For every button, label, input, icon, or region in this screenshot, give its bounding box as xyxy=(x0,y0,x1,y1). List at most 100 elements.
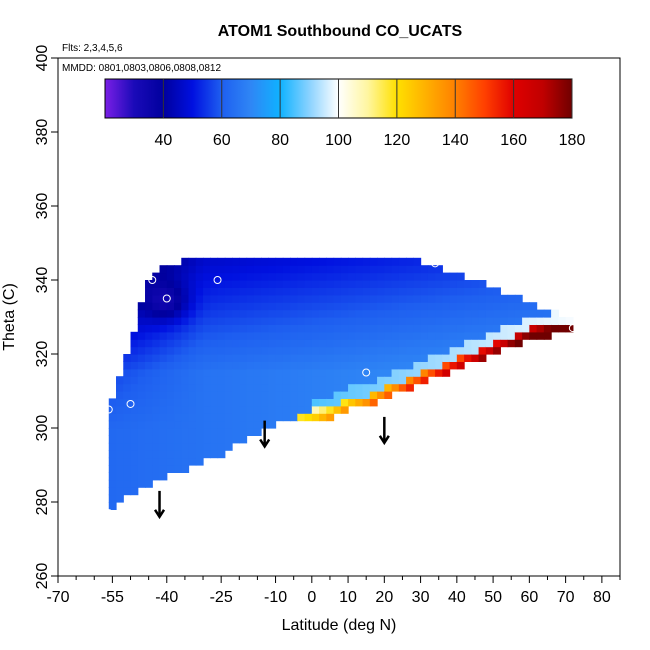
colorbar-tick-label: 80 xyxy=(271,132,289,149)
heatmap-cell xyxy=(355,354,364,362)
heatmap-cell xyxy=(166,457,175,466)
heatmap-cell xyxy=(145,479,153,488)
heatmap-cell xyxy=(456,287,465,296)
heatmap-cell xyxy=(232,317,240,325)
heatmap-cell xyxy=(319,324,327,333)
heatmap-cell xyxy=(268,383,277,392)
heatmap-cell xyxy=(253,324,262,333)
heatmap-cell xyxy=(123,413,132,422)
heatmap-cell xyxy=(253,280,262,288)
heatmap-cell xyxy=(391,317,400,325)
heatmap-cell xyxy=(377,339,385,348)
heatmap-cell xyxy=(137,346,146,355)
heatmap-cell xyxy=(268,302,277,311)
heatmap-cell xyxy=(159,420,168,429)
heatmap-cell xyxy=(145,472,153,481)
heatmap-cell xyxy=(304,257,313,266)
heatmap-cell xyxy=(188,442,197,451)
heatmap-cell xyxy=(224,442,233,451)
heatmap-cell xyxy=(232,265,240,274)
heatmap-cell xyxy=(384,294,393,303)
heatmap-cell xyxy=(253,294,262,303)
heatmap-cell xyxy=(275,354,284,362)
x-tick-label: -10 xyxy=(264,589,287,606)
x-tick-label: 30 xyxy=(412,589,430,606)
heatmap-cell xyxy=(413,294,422,303)
heatmap-cell xyxy=(333,383,342,392)
heatmap-cell xyxy=(253,257,262,266)
heatmap-cell xyxy=(159,265,168,274)
heatmap-cell xyxy=(239,361,248,370)
heatmap-cell xyxy=(413,331,422,340)
heatmap-cell xyxy=(261,317,269,325)
heatmap-cell xyxy=(217,368,226,377)
heatmap-cell xyxy=(326,272,335,281)
heatmap-cell xyxy=(348,339,356,348)
heatmap-cell xyxy=(442,280,451,288)
heatmap-cell xyxy=(174,294,182,303)
heatmap-cell xyxy=(123,368,132,377)
heatmap-cell xyxy=(456,302,465,311)
heatmap-cell xyxy=(123,472,132,481)
heatmap-cell xyxy=(369,383,378,392)
heatmap-cell xyxy=(348,309,356,318)
heatmap-cell xyxy=(181,383,190,392)
y-tick-label: 400 xyxy=(34,45,51,72)
heatmap-cell xyxy=(108,413,117,422)
descent-arrow xyxy=(153,490,166,520)
heatmap-cell xyxy=(246,324,255,333)
heatmap-cell xyxy=(319,265,327,274)
heatmap-cell xyxy=(188,420,197,429)
heatmap-cell xyxy=(253,302,262,311)
heatmap-cell xyxy=(174,287,182,296)
heatmap-cell xyxy=(362,346,371,355)
heatmap-cell xyxy=(268,324,277,333)
heatmap-cell xyxy=(232,376,240,385)
heatmap-cell xyxy=(232,354,240,362)
heatmap-cell xyxy=(253,391,262,399)
heatmap-cell xyxy=(232,346,240,355)
heatmap-cell xyxy=(116,494,124,503)
heatmap-cell xyxy=(333,405,342,414)
heatmap-cell xyxy=(174,465,182,473)
heatmap-cell xyxy=(152,376,161,385)
heatmap-cell xyxy=(442,354,451,362)
heatmap-cell xyxy=(362,257,371,266)
heatmap-cell xyxy=(152,339,161,348)
heatmap-cell xyxy=(384,391,393,399)
heatmap-cell xyxy=(290,257,298,266)
heatmap-cell xyxy=(369,361,378,370)
heatmap-cell xyxy=(340,302,349,311)
heatmap-cell xyxy=(377,331,385,340)
heatmap-cell xyxy=(195,302,204,311)
heatmap-cell xyxy=(224,368,233,377)
heatmap-cell xyxy=(304,309,313,318)
heatmap-cell xyxy=(406,294,414,303)
heatmap-cell xyxy=(485,324,494,333)
heatmap-cell xyxy=(326,405,335,414)
heatmap-cell xyxy=(304,331,313,340)
heatmap-cell xyxy=(326,317,335,325)
x-tick-label: 60 xyxy=(520,589,538,606)
heatmap-cell xyxy=(435,368,443,377)
heatmap-cell xyxy=(493,309,501,318)
heatmap-cell xyxy=(239,280,248,288)
heatmap-cell xyxy=(246,294,255,303)
heatmap-cell xyxy=(224,405,233,414)
heatmap-cell xyxy=(340,405,349,414)
heatmap-cell xyxy=(217,257,226,266)
heatmap-cell xyxy=(478,302,487,311)
heatmap-cell xyxy=(181,257,190,266)
heatmap-cell xyxy=(224,339,233,348)
heatmap-cell xyxy=(137,420,146,429)
heatmap-cell xyxy=(116,479,124,488)
heatmap-cell xyxy=(406,302,414,311)
heatmap-cell xyxy=(261,354,269,362)
heatmap-cell xyxy=(181,368,190,377)
heatmap-cell xyxy=(442,361,451,370)
heatmap-cell xyxy=(188,354,197,362)
heatmap-cell xyxy=(297,257,306,266)
heatmap-cell xyxy=(362,391,371,399)
heatmap-cell xyxy=(217,398,226,407)
heatmap-cell xyxy=(246,346,255,355)
